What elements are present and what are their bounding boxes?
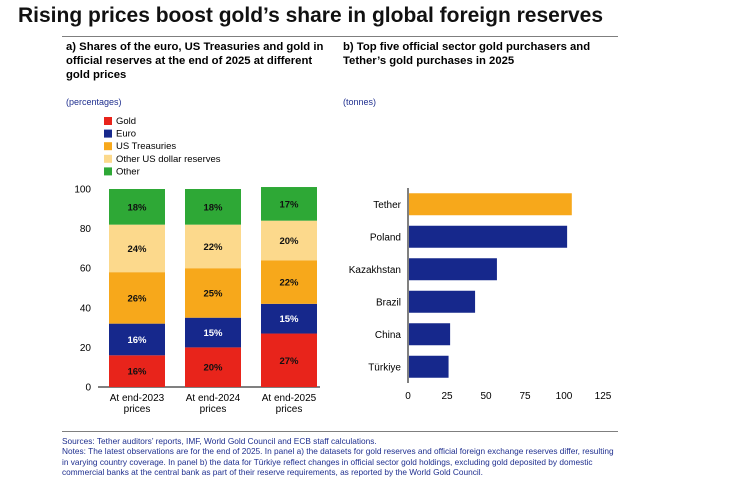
bar-data-label: 20% (279, 236, 299, 247)
panel-a-unit: (percentages) (66, 97, 122, 107)
bar-data-label: 22% (279, 278, 299, 289)
y-tick-label-60: 60 (80, 264, 92, 275)
panel-b-unit: (tonnes) (343, 97, 377, 107)
hbar-category-label: Kazakhstan (349, 265, 401, 276)
hbar-category-label: China (375, 330, 402, 341)
headline: Rising prices boost gold’s share in glob… (18, 4, 604, 27)
bar-segment-other-3 (261, 187, 317, 221)
hbar-5 (409, 323, 451, 346)
sources-note: Sources: Tether auditors’ reports, IMF, … (62, 436, 377, 446)
footnotes: Sources: Tether auditors’ reports, IMF, … (62, 436, 622, 478)
hbar-3 (409, 258, 497, 281)
x-tick-label-0: 0 (405, 391, 411, 402)
legend-swatch-1 (104, 117, 112, 125)
bar-segment-us-treasuries-1 (109, 272, 165, 324)
bar-segment-other-1 (109, 189, 165, 225)
x-tick-label-line2: prices (124, 404, 151, 415)
legend-swatch-3 (104, 142, 112, 151)
bar-data-label: 16% (127, 335, 147, 346)
legend-label-2: Euro (116, 129, 136, 140)
hbar-category-label: Brazil (376, 297, 401, 308)
x-tick-label-line1: At end-2025 (262, 393, 317, 404)
x-tick-label-line2: prices (276, 404, 303, 415)
bar-segment-other-us-dollar-reserves-1 (109, 224, 165, 273)
legend-label-4: Other US dollar reserves (116, 154, 221, 165)
bar-data-label: 22% (203, 242, 223, 253)
legend-label-1: Gold (116, 116, 136, 127)
bar-data-label: 20% (203, 363, 223, 374)
panel-a-title: a) Shares of the euro, US Treasuries and… (66, 41, 324, 81)
x-tick-label-75: 75 (519, 391, 531, 402)
bar-segment-gold-3 (261, 333, 317, 387)
y-tick-label-80: 80 (80, 224, 92, 235)
legend-swatch-4 (104, 154, 112, 163)
bottom-rule (62, 431, 618, 432)
bar-segment-other-us-dollar-reserves-2 (185, 224, 241, 269)
bar-segment-us-treasuries-2 (185, 268, 241, 318)
bar-segment-gold-2 (185, 347, 241, 387)
bar-data-label: 17% (279, 199, 299, 210)
hbar-1 (409, 193, 572, 216)
bar-segment-euro-2 (185, 317, 241, 348)
x-tick-label-125: 125 (595, 391, 612, 402)
bar-data-label: 18% (127, 202, 147, 213)
bar-data-label: 16% (127, 367, 147, 378)
bar-data-label: 15% (203, 328, 223, 339)
x-tick-label-50: 50 (480, 391, 492, 402)
legend-label-3: US Treasuries (116, 141, 176, 152)
y-tick-label-20: 20 (80, 343, 92, 354)
hbar-category-label: Tether (373, 200, 401, 211)
bar-segment-other-us-dollar-reserves-3 (261, 220, 317, 261)
legend-label-5: Other (116, 166, 140, 177)
bar-segment-gold-1 (109, 355, 165, 387)
hbar-category-label: Poland (370, 232, 401, 243)
legend-swatch-5 (104, 167, 112, 176)
bar-data-label: 18% (203, 202, 223, 213)
bar-segment-euro-3 (261, 303, 317, 334)
hbar-category-label: Türkiye (368, 362, 401, 373)
y-tick-label-100: 100 (74, 185, 91, 196)
y-tick-label-0: 0 (85, 383, 91, 394)
hbar-2 (409, 225, 568, 248)
x-tick-label-line1: At end-2023 (110, 393, 165, 404)
bar-data-label: 27% (279, 356, 299, 367)
hbar-4 (409, 290, 476, 313)
top-rule (62, 36, 618, 37)
bar-segment-us-treasuries-3 (261, 260, 317, 304)
x-tick-label-100: 100 (556, 391, 573, 402)
x-tick-label-line1: At end-2024 (186, 393, 241, 404)
bar-data-label: 24% (127, 244, 147, 255)
x-tick-label-line2: prices (200, 404, 227, 415)
y-tick-label-40: 40 (80, 303, 92, 314)
bar-data-label: 26% (127, 293, 147, 304)
bar-segment-other-2 (185, 189, 241, 225)
notes-text: Notes: The latest observations are for t… (62, 446, 614, 478)
bar-data-label: 25% (203, 288, 223, 299)
panel-b-title: b) Top five official sector gold purchas… (343, 41, 591, 67)
x-tick-label-25: 25 (441, 391, 453, 402)
legend-swatch-2 (104, 129, 112, 138)
bar-data-label: 15% (279, 314, 299, 325)
hbar-6 (409, 355, 449, 378)
bar-segment-euro-1 (109, 323, 165, 356)
